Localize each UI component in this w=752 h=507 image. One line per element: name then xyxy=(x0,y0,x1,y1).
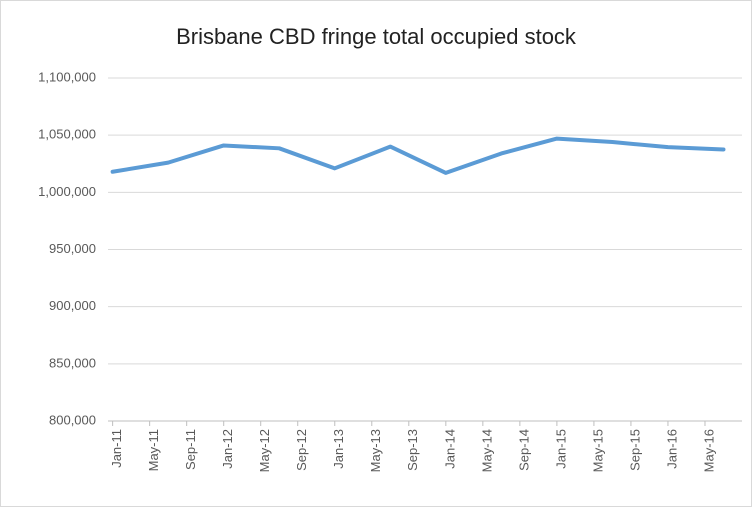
x-tick-label: Sep-14 xyxy=(516,429,531,471)
x-tick-label: Jan-16 xyxy=(664,429,679,469)
x-tick-label: Sep-12 xyxy=(294,429,309,471)
x-tick-label: Sep-15 xyxy=(627,429,642,471)
x-tick-label: Jan-12 xyxy=(220,429,235,469)
x-tick-label: Jan-13 xyxy=(331,429,346,469)
y-tick-label: 1,050,000 xyxy=(38,127,96,142)
chart-title: Brisbane CBD fringe total occupied stock xyxy=(176,24,577,49)
x-tick-label: May-15 xyxy=(590,429,605,472)
x-tick-label: Sep-11 xyxy=(183,429,198,470)
y-tick-label: 850,000 xyxy=(49,355,96,370)
y-tick-label: 800,000 xyxy=(49,412,96,427)
x-tick-label: Jan-11 xyxy=(109,429,124,468)
y-tick-label: 1,000,000 xyxy=(38,184,96,199)
x-tick-label: Sep-13 xyxy=(405,429,420,471)
x-tick-label: May-16 xyxy=(701,429,716,472)
x-tick-label: May-13 xyxy=(368,429,383,472)
x-tick-label: Jan-15 xyxy=(553,429,568,469)
line-series xyxy=(110,136,726,175)
x-tick-label: May-11 xyxy=(146,429,161,471)
y-tick-label: 950,000 xyxy=(49,241,96,256)
y-tick-label: 1,100,000 xyxy=(38,69,96,84)
x-tick-label: Jan-14 xyxy=(442,429,457,469)
x-tick-label: May-12 xyxy=(257,429,272,472)
y-tick-label: 900,000 xyxy=(49,298,96,313)
x-tick-label: May-14 xyxy=(479,429,494,472)
